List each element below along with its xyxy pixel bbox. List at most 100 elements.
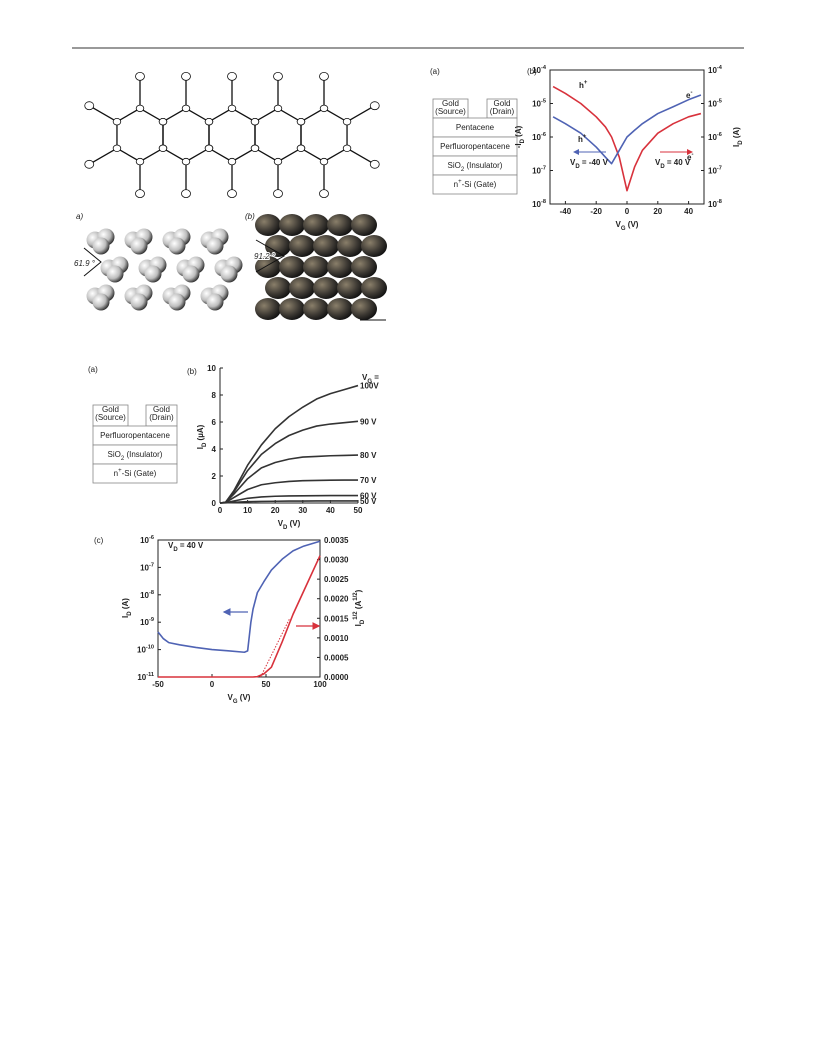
sphere	[168, 293, 186, 311]
tick-base: 10	[137, 646, 146, 655]
tick-label: 10-9	[140, 617, 154, 627]
electrode-label: Gold	[153, 405, 170, 414]
text-part: G	[233, 699, 238, 705]
tick-label: 10-5	[532, 99, 546, 109]
x-axis-label: VD (V)	[278, 519, 301, 531]
text-part: h	[579, 81, 584, 90]
sphere	[168, 237, 186, 255]
text-part: D	[127, 611, 133, 616]
electrode-label: (Source)	[435, 107, 466, 116]
sphere	[279, 298, 305, 320]
sphere	[182, 265, 200, 283]
sphere	[265, 277, 291, 299]
series-label: 60 V	[360, 492, 377, 501]
text-part: = 40 V	[178, 541, 204, 550]
x-axis-label: VG (V)	[228, 693, 251, 705]
sphere	[106, 265, 124, 283]
bond	[346, 147, 376, 165]
text-part: -Si (Gate)	[462, 180, 497, 189]
text-part: V	[655, 158, 661, 167]
tick-label: 0.0025	[324, 575, 349, 584]
text-part: D	[520, 138, 526, 143]
text-part: V	[616, 220, 622, 229]
layer	[92, 463, 178, 484]
layer-label: SiO2 (Insulator)	[448, 161, 503, 173]
sphere	[361, 235, 387, 257]
atom	[250, 117, 260, 126]
atom	[204, 144, 214, 152]
tick-label: 10-4	[532, 65, 547, 75]
text-part: I	[354, 624, 363, 626]
series-line	[158, 555, 321, 678]
atom	[296, 144, 306, 152]
x-axis-label: VG (V)	[616, 220, 639, 232]
tick-label: -40	[560, 207, 572, 216]
series-line	[157, 540, 321, 654]
series-line	[219, 494, 358, 504]
text-part: 2	[121, 456, 125, 462]
atom	[181, 189, 191, 199]
atom	[273, 157, 283, 166]
atom	[112, 144, 122, 152]
text-part: D	[738, 140, 744, 145]
text-part: (A)	[121, 598, 130, 612]
tick-label: 4	[212, 445, 217, 454]
text-part: -I	[514, 143, 523, 148]
series-line	[219, 479, 358, 504]
sphere	[206, 293, 224, 311]
bond	[88, 147, 118, 165]
text-part: V	[278, 519, 284, 528]
text-part: G	[367, 379, 372, 385]
text-part: (A	[354, 600, 363, 611]
text-part: (V)	[626, 220, 639, 229]
text-part: D	[575, 164, 580, 170]
text-part: +	[583, 134, 587, 140]
tick-label: 50	[354, 506, 363, 515]
text-part: D	[283, 525, 288, 531]
atom	[250, 144, 260, 152]
annotation: VD = 40 V	[168, 541, 204, 553]
tick-base: 10	[140, 536, 149, 545]
angle-label: 61.9 °	[74, 259, 96, 268]
atom	[84, 159, 95, 169]
atom	[158, 117, 168, 126]
tick-label: 0.0010	[324, 634, 349, 643]
atom	[181, 104, 191, 113]
tick-label: -50	[152, 680, 164, 689]
text-part: D	[360, 619, 366, 624]
electrode-label: (Drain)	[490, 107, 515, 116]
tick-base: 10	[140, 563, 149, 572]
tick-label: 20	[653, 207, 662, 216]
sphere	[130, 293, 148, 311]
text-part: (V)	[287, 519, 300, 528]
layer-label: SiO2 (Insulator)	[108, 450, 163, 462]
tick-exponent: -10	[146, 645, 154, 651]
tick-exponent: -6	[717, 132, 722, 138]
panel-label: (b)	[245, 212, 255, 221]
sphere	[351, 298, 377, 320]
annotation: h+	[579, 80, 588, 90]
tick-base: 10	[532, 133, 541, 142]
series-line	[219, 420, 359, 504]
atom	[227, 104, 237, 113]
series-line	[552, 85, 702, 192]
text-part: )	[354, 589, 363, 592]
series-label: 70 V	[360, 476, 377, 485]
sphere	[361, 277, 387, 299]
bond	[346, 105, 376, 123]
annotation: VD = -40 V	[570, 158, 609, 170]
atom	[342, 117, 352, 126]
text-part: n	[454, 180, 458, 189]
tick-label: 10-8	[140, 590, 154, 600]
text-part: V	[228, 693, 234, 702]
series-label: 90 V	[360, 417, 377, 426]
panel-label: (b)	[187, 367, 197, 376]
tick-base: 10	[532, 100, 541, 109]
series-line	[260, 618, 291, 678]
y-axis-label: -ID (A)	[514, 125, 526, 148]
tick-label: 40	[326, 506, 335, 515]
series-line	[552, 94, 702, 165]
text-part: V	[362, 373, 368, 382]
atom	[135, 72, 145, 81]
